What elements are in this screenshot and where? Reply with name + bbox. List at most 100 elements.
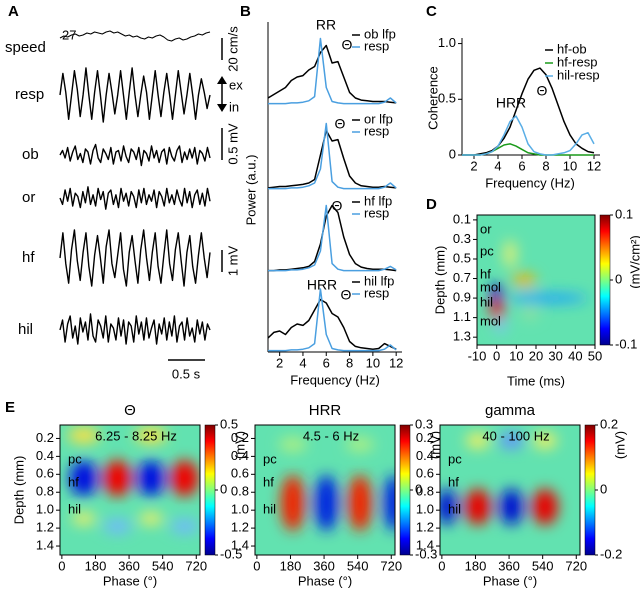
x-tick-label: 8: [542, 158, 549, 173]
x-tick-label: 4: [494, 158, 501, 173]
x-tick-label: -10: [468, 348, 487, 363]
annotation: HRR: [307, 277, 337, 293]
y-tick-label: 0.6: [416, 466, 434, 481]
y-tick-label: 1.3: [453, 329, 471, 344]
colorbar: [599, 214, 611, 346]
blobs: [278, 437, 395, 531]
heat-blob: [103, 519, 132, 534]
annotation: Θ: [341, 287, 352, 303]
annotation: HRR: [496, 95, 526, 111]
frame: [254, 424, 396, 556]
spectrum: [267, 129, 397, 189]
heat-blob: [533, 432, 557, 449]
panel-label: E: [5, 399, 15, 416]
panel-label: A: [8, 3, 19, 20]
panel-title: Θ: [124, 402, 136, 419]
scale-label: 1 mV: [225, 246, 240, 277]
y-axis-label: Coherence: [425, 66, 440, 130]
layer-label: pc: [263, 451, 277, 466]
x-tick-label: 360: [118, 558, 140, 573]
y-tick-label: 1.0: [231, 502, 249, 517]
colorbar-tick-label: 0.1: [615, 206, 633, 221]
layer-label: pc: [448, 451, 462, 466]
y-tick-label: 0.4: [231, 448, 249, 463]
annotation: Θ: [332, 198, 343, 214]
layer-label: mol: [480, 279, 501, 294]
x-tick-label: 0: [253, 558, 260, 573]
colorbar-label: (mV): [612, 431, 627, 459]
layer-label: hf: [263, 474, 274, 489]
x-tick-label: 720: [380, 558, 402, 573]
y-tick-label: 1.4: [416, 537, 434, 552]
y-tick-label: 1.1: [453, 309, 471, 324]
scale-label: 20 cm/s: [225, 26, 240, 72]
heat-blob: [465, 432, 490, 449]
legend-entry: ob lfp: [364, 26, 396, 41]
heat-blob: [440, 488, 457, 525]
spectrum: [268, 37, 397, 105]
heat-blob: [464, 488, 491, 525]
heat-blob: [135, 427, 167, 444]
legend-entry: or lfp: [364, 111, 393, 126]
scale-label: 0.5 mV: [225, 123, 240, 165]
y-tick-label: 0.8: [36, 484, 54, 499]
colorbar-label: (mV/cm²): [627, 235, 640, 288]
y-tick-label: 0.9: [453, 290, 471, 305]
annotation: Θ: [342, 37, 353, 53]
layer-label: pc: [480, 243, 494, 258]
trace-label: hf: [22, 249, 35, 266]
coherence-line: [462, 67, 595, 156]
spectrum: [268, 204, 397, 272]
arrow-head: [217, 76, 227, 112]
legend-entry: resp: [364, 38, 389, 53]
heat-blob: [491, 283, 504, 303]
x-tick-label: 10: [366, 355, 380, 370]
trace-label: hil: [18, 321, 33, 338]
y-tick-label: 0.4: [36, 448, 54, 463]
colorbar-tick-label: 0.2: [600, 416, 618, 431]
x-tick-label: 360: [313, 558, 335, 573]
y-tick-label: 0.8: [231, 484, 249, 499]
y-tick-label: 0.2: [231, 430, 249, 445]
y-tick-label: 0.8: [416, 484, 434, 499]
heat-blob: [67, 427, 100, 444]
panel-label: D: [426, 196, 437, 213]
band-label: 4.5 - 6 Hz: [303, 428, 359, 443]
x-tick-label: 540: [152, 558, 174, 573]
in-label: in: [229, 99, 239, 114]
legend-entry: resp: [364, 205, 389, 220]
heat-blob: [532, 488, 558, 525]
colorbar-tick-label: -0.3: [415, 546, 437, 561]
heatmap: [255, 425, 395, 555]
spectrum: [267, 44, 397, 104]
y-tick-label: 0.7: [453, 270, 471, 285]
blobs: [490, 240, 588, 334]
x-tick-label: 6: [323, 355, 330, 370]
panel-title: HRR: [309, 402, 342, 419]
panel-title: gamma: [485, 402, 536, 419]
legend-entry: hf-ob: [557, 41, 587, 56]
layer-label: pc: [68, 451, 82, 466]
ex-label: ex: [229, 77, 243, 92]
panel-label: C: [426, 3, 437, 20]
x-tick-label: 180: [85, 558, 107, 573]
blobs: [67, 427, 199, 534]
band-label: 6.25 - 8.25 Hz: [95, 428, 177, 443]
frame: [59, 424, 201, 556]
heat-blob: [137, 460, 165, 497]
spectrum: [267, 298, 397, 350]
panel-label: B: [240, 3, 251, 20]
x-tick-label: 720: [185, 558, 207, 573]
y-tick-label: 0.6: [231, 466, 249, 481]
spectrum: [268, 288, 397, 352]
x-tick-label: 12: [587, 158, 601, 173]
trace-label: ob: [22, 146, 39, 163]
y-axis-label: Power (a.u.): [243, 155, 258, 226]
y-tick-label: 1.4: [231, 537, 249, 552]
x-tick-label: 180: [280, 558, 302, 573]
y-tick-label: 1.2: [231, 520, 249, 535]
heat-blob: [139, 512, 163, 525]
y-tick-label: 1.4: [36, 537, 54, 552]
